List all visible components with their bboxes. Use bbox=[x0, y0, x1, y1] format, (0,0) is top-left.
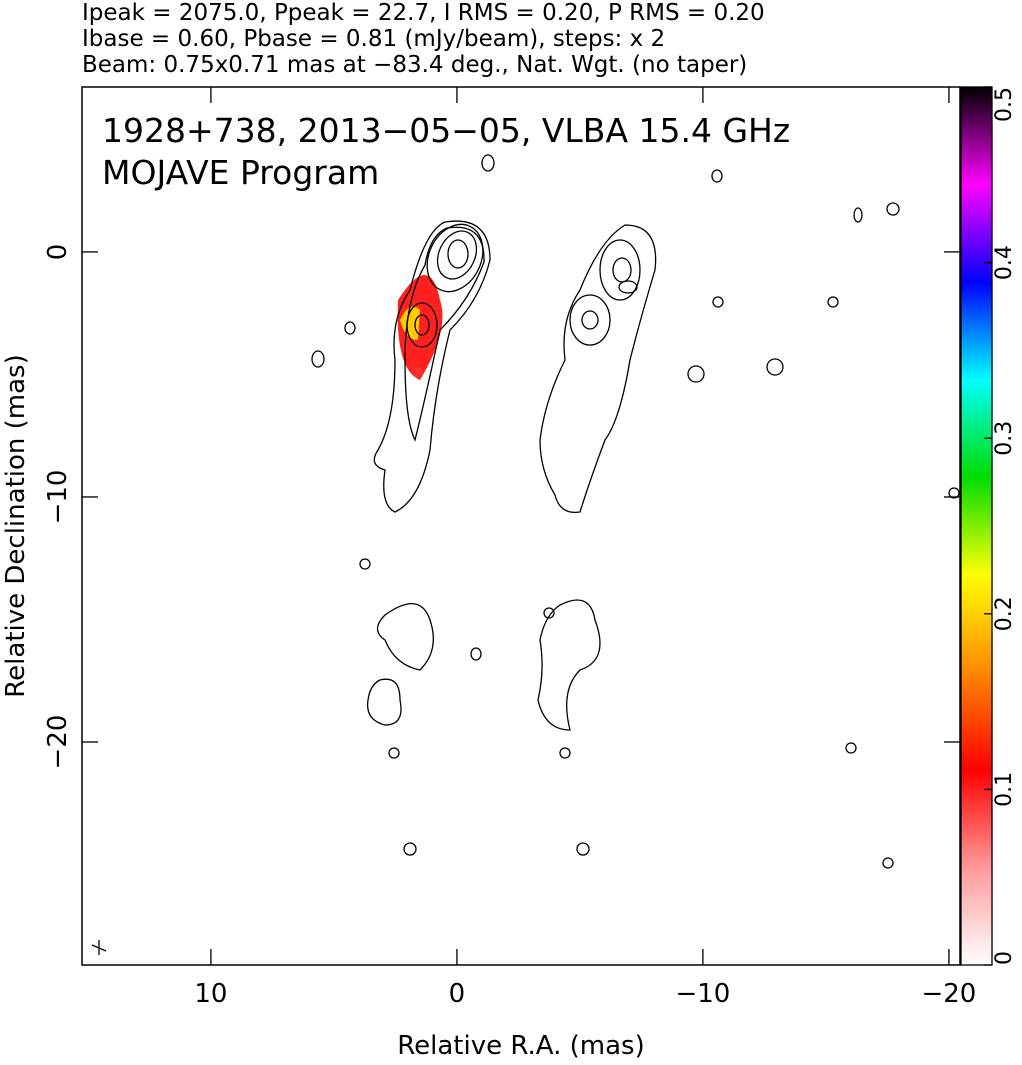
contour bbox=[436, 230, 478, 280]
contour bbox=[827, 296, 839, 308]
header-line: Ipeak = 2075.0, Ppeak = 22.7, I RMS = 0.… bbox=[82, 0, 765, 26]
contour bbox=[388, 747, 400, 759]
contour bbox=[581, 310, 599, 330]
y-tick-label: −20 bbox=[43, 715, 73, 770]
contour bbox=[712, 296, 724, 308]
contour bbox=[344, 321, 356, 335]
contour bbox=[618, 280, 638, 294]
header-line: Beam: 0.75x0.71 mas at −83.4 deg., Nat. … bbox=[82, 52, 747, 78]
y-tick-label: −10 bbox=[43, 470, 73, 525]
x-tick-label: 0 bbox=[449, 979, 466, 1009]
contour bbox=[687, 365, 705, 383]
beam bbox=[91, 940, 107, 955]
polarization bbox=[397, 275, 443, 380]
contour bbox=[599, 239, 641, 301]
header-line: Ibase = 0.60, Pbase = 0.81 (mJy/beam), s… bbox=[82, 26, 665, 52]
y-tick-label: 0 bbox=[43, 244, 73, 261]
contour bbox=[853, 207, 863, 223]
contour bbox=[711, 169, 723, 183]
contour bbox=[414, 314, 430, 336]
annotation: 1928+738, 2013−05−05, VLBA 15.4 GHz bbox=[102, 111, 790, 150]
contour bbox=[543, 607, 555, 619]
polarization bbox=[413, 367, 423, 377]
contour bbox=[406, 302, 438, 348]
x-axis-label: Relative R.A. (mas) bbox=[397, 1031, 644, 1061]
colorbar-tick-label: 0.4 bbox=[992, 245, 1017, 280]
contour bbox=[845, 742, 857, 754]
x-tick-label: −20 bbox=[921, 979, 976, 1009]
contour bbox=[576, 842, 590, 856]
contour bbox=[559, 747, 571, 759]
contour bbox=[404, 226, 485, 442]
contour bbox=[359, 558, 371, 570]
contour bbox=[311, 350, 325, 368]
polarization bbox=[400, 306, 420, 340]
contour bbox=[373, 220, 491, 513]
x-tick-label: 10 bbox=[194, 979, 227, 1009]
contour bbox=[426, 223, 484, 293]
contour bbox=[376, 602, 434, 671]
colorbar-tick-label: 0.3 bbox=[992, 421, 1017, 456]
contour bbox=[948, 487, 960, 499]
contour bbox=[539, 224, 657, 514]
contour bbox=[612, 257, 632, 283]
contour bbox=[886, 202, 900, 216]
contour bbox=[447, 239, 469, 269]
plot-frame bbox=[81, 86, 961, 966]
annotation: MOJAVE Program bbox=[102, 153, 379, 192]
colorbar-scale bbox=[960, 86, 993, 966]
contour bbox=[882, 857, 894, 869]
y-axis-label: Relative Declination (mas) bbox=[1, 354, 31, 697]
contour bbox=[481, 154, 495, 172]
contour bbox=[403, 842, 417, 856]
contour bbox=[537, 599, 601, 731]
contour bbox=[366, 678, 402, 726]
contour bbox=[470, 647, 482, 661]
colorbar-tick-label: 0.5 bbox=[992, 87, 1017, 122]
contour-map bbox=[91, 154, 960, 955]
x-tick-label: −10 bbox=[675, 979, 730, 1009]
contour bbox=[766, 358, 784, 376]
colorbar-tick-label: 0.1 bbox=[992, 772, 1017, 807]
colorbar-tick-label: 0.2 bbox=[992, 596, 1017, 631]
colorbar-tick-label: 0 bbox=[992, 951, 1017, 965]
contour bbox=[569, 294, 611, 346]
